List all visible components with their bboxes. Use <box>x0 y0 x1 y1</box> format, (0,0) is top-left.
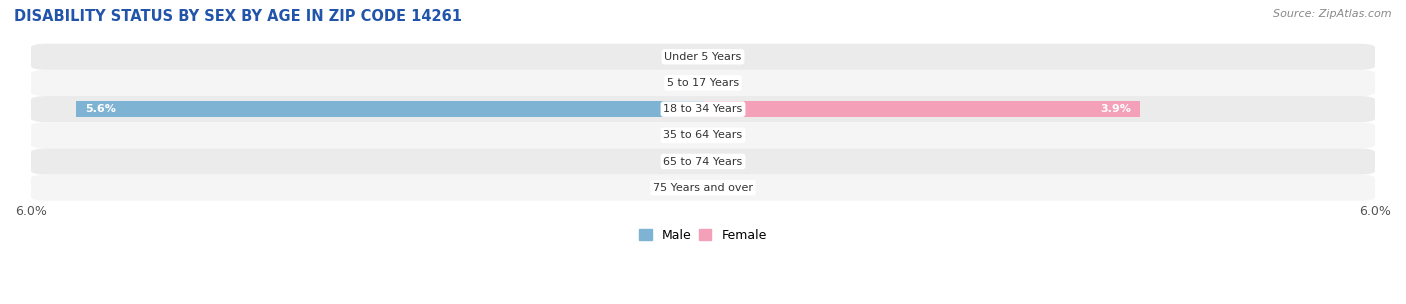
Bar <box>76 101 703 117</box>
FancyBboxPatch shape <box>31 122 1375 148</box>
Text: 0.0%: 0.0% <box>711 78 740 88</box>
Text: 0.0%: 0.0% <box>666 183 695 193</box>
Text: 5 to 17 Years: 5 to 17 Years <box>666 78 740 88</box>
FancyBboxPatch shape <box>31 96 1375 122</box>
Legend: Male, Female: Male, Female <box>634 224 772 247</box>
FancyBboxPatch shape <box>31 174 1375 201</box>
Text: 0.0%: 0.0% <box>711 52 740 62</box>
FancyBboxPatch shape <box>31 44 1375 70</box>
Text: 0.0%: 0.0% <box>666 157 695 167</box>
Text: 0.0%: 0.0% <box>711 157 740 167</box>
Text: DISABILITY STATUS BY SEX BY AGE IN ZIP CODE 14261: DISABILITY STATUS BY SEX BY AGE IN ZIP C… <box>14 9 463 24</box>
Text: 5.6%: 5.6% <box>84 104 115 114</box>
Text: 3.9%: 3.9% <box>1099 104 1130 114</box>
FancyBboxPatch shape <box>31 148 1375 174</box>
Text: 18 to 34 Years: 18 to 34 Years <box>664 104 742 114</box>
Text: Source: ZipAtlas.com: Source: ZipAtlas.com <box>1274 9 1392 19</box>
Bar <box>703 101 1140 117</box>
Text: 0.0%: 0.0% <box>666 78 695 88</box>
Text: 0.0%: 0.0% <box>666 52 695 62</box>
Text: 0.0%: 0.0% <box>711 183 740 193</box>
Text: 75 Years and over: 75 Years and over <box>652 183 754 193</box>
Text: Under 5 Years: Under 5 Years <box>665 52 741 62</box>
Text: 35 to 64 Years: 35 to 64 Years <box>664 130 742 140</box>
FancyBboxPatch shape <box>31 70 1375 96</box>
Text: 0.0%: 0.0% <box>666 130 695 140</box>
Text: 0.0%: 0.0% <box>711 130 740 140</box>
Text: 65 to 74 Years: 65 to 74 Years <box>664 157 742 167</box>
